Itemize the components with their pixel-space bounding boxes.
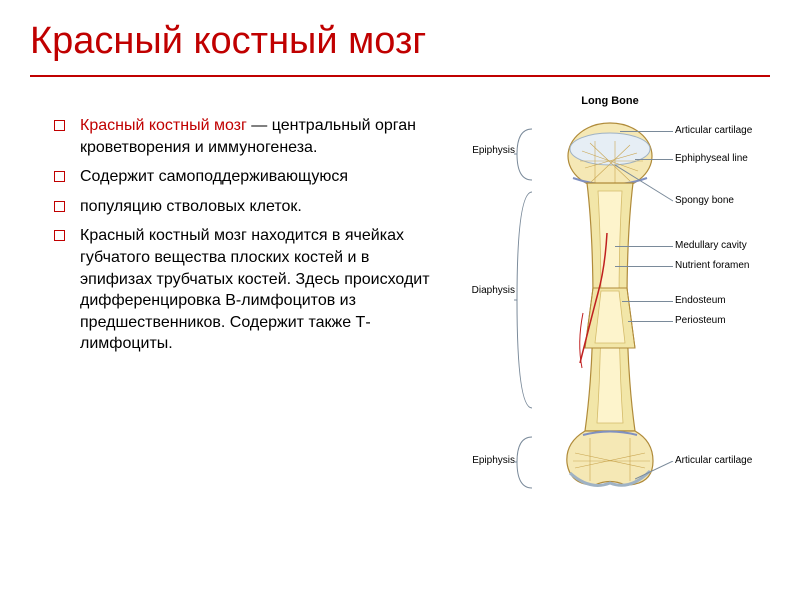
- leader-line: [635, 461, 675, 481]
- label-epiphysis-bottom: Epiphysis: [455, 455, 515, 466]
- bracket-icon: [514, 435, 534, 490]
- label-medullary-cavity: Medullary cavity: [675, 240, 747, 251]
- leader-line: [615, 165, 675, 205]
- diagram-title: Long Bone: [450, 95, 770, 107]
- text-column: Красный костный мозг — центральный орган…: [30, 95, 450, 493]
- leader-line: [635, 159, 673, 160]
- leader-line: [615, 266, 673, 267]
- diagram-column: Long Bone: [450, 95, 770, 493]
- leader-line: [628, 321, 673, 322]
- leader-line: [622, 301, 673, 302]
- label-epiphysis-top: Epiphysis: [455, 145, 515, 156]
- bullet-item: Красный костный мозг — центральный орган…: [80, 115, 450, 158]
- label-diaphysis: Diaphysis: [455, 285, 515, 296]
- leader-line: [615, 246, 673, 247]
- label-nutrient-foramen: Nutrient foramen: [675, 260, 749, 271]
- label-endosteum: Endosteum: [675, 295, 726, 306]
- bullet-item: Содержит самоподдерживающуюся: [80, 166, 450, 188]
- bullet-item: Красный костный мозг находится в ячейках…: [80, 225, 450, 355]
- bracket-icon: [514, 127, 534, 182]
- content-row: Красный костный мозг — центральный орган…: [30, 95, 770, 493]
- title-underline: [30, 75, 770, 77]
- label-spongy-bone: Spongy bone: [675, 195, 734, 206]
- slide-title: Красный костный мозг: [30, 20, 770, 75]
- leader-line: [620, 131, 673, 132]
- bullet-item: популяцию стволовых клеток.: [80, 196, 450, 218]
- label-periosteum: Periosteum: [675, 315, 726, 326]
- label-articular-cartilage-top: Articular cartilage: [675, 125, 752, 136]
- bracket-icon: [514, 190, 534, 410]
- label-epiphyseal-line: Ephiphyseal line: [675, 153, 748, 164]
- label-articular-cartilage-bottom: Articular cartilage: [675, 455, 752, 466]
